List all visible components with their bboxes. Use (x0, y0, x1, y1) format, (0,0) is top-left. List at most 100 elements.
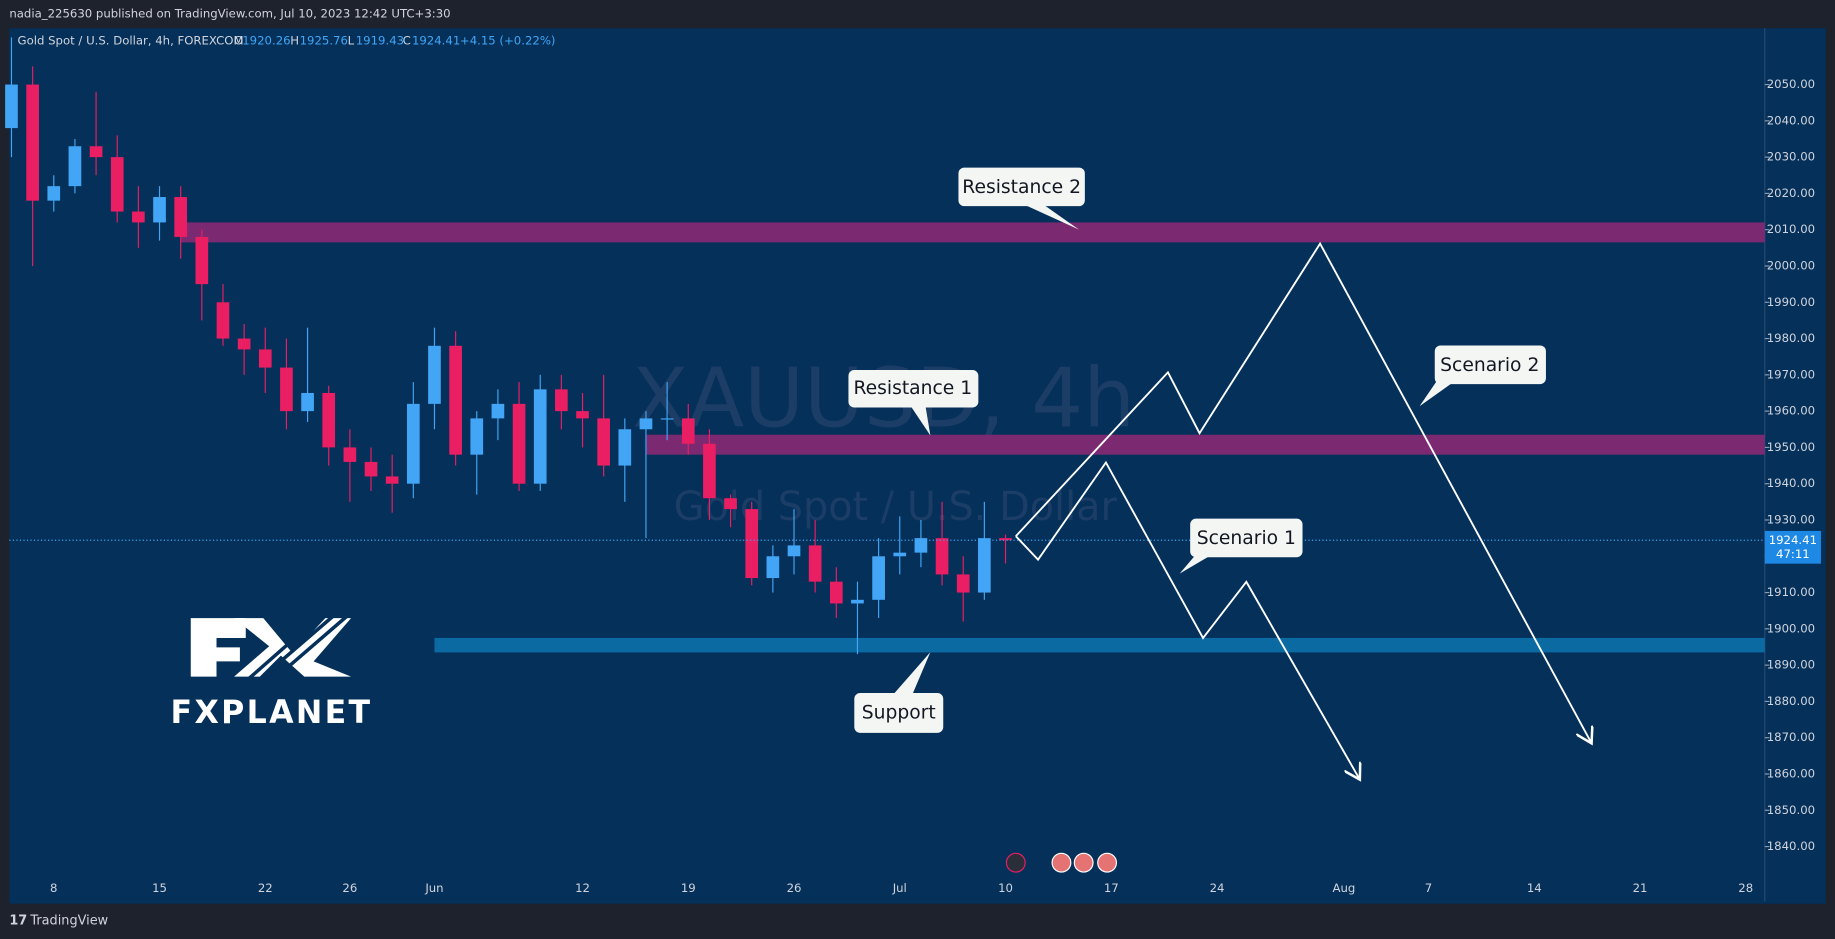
candle-body (132, 211, 145, 223)
candle-body (258, 349, 272, 368)
y-tick-label: 2010.00 (1767, 222, 1815, 236)
candle-body (322, 392, 336, 448)
x-tick-label: 21 (1633, 881, 1648, 895)
candle-body (597, 418, 611, 466)
candle-body (999, 538, 1012, 541)
callout: Resistance 1 (848, 370, 979, 436)
y-tick-label: 1880.00 (1767, 694, 1815, 708)
candle-body (406, 403, 420, 484)
y-tick-label: 1950.00 (1767, 440, 1815, 454)
y-tick-label: 2000.00 (1767, 258, 1815, 272)
candle-body (449, 345, 462, 455)
x-tick-label: 10 (998, 881, 1013, 895)
candle-body (280, 367, 293, 412)
candle-body (660, 418, 674, 420)
y-tick-label: 1900.00 (1767, 621, 1815, 635)
y-tick-label: 1970.00 (1767, 367, 1815, 381)
x-tick-label: 26 (342, 881, 357, 895)
legend-open: 1920.26 (242, 34, 290, 48)
callout: Support (854, 652, 944, 733)
x-tick-label: 26 (787, 881, 802, 895)
y-tick-label: 1890.00 (1767, 658, 1815, 672)
legend-h: H (290, 34, 299, 48)
candle-body (110, 157, 124, 212)
watermark-sub: Gold Spot / U.S. Dollar (674, 484, 1118, 530)
y-tick-label: 1990.00 (1767, 295, 1815, 309)
logo-text: FXPLANET (171, 695, 373, 731)
price-tag-label: 1924.41 (1769, 533, 1817, 547)
x-tick-label: 8 (50, 881, 57, 895)
zone (645, 434, 1765, 455)
candle-body (364, 461, 378, 477)
candle-body (893, 552, 907, 557)
candle-body (555, 389, 568, 412)
y-tick-label: 2020.00 (1767, 186, 1815, 200)
x-tick-label: 22 (258, 881, 273, 895)
candle-body (851, 599, 864, 604)
legend-title: Gold Spot / U.S. Dollar, 4h, FOREXCOM (18, 34, 244, 48)
candle-body (639, 418, 653, 430)
legend-close: 1924.41 (412, 34, 460, 48)
price-tag (1764, 530, 1821, 564)
candle-body (808, 545, 822, 582)
callout-label: Scenario 1 (1197, 528, 1296, 549)
y-tick-label: 1980.00 (1767, 331, 1815, 345)
candle-body (174, 197, 188, 237)
candle-body (385, 476, 399, 484)
legend-o: O (234, 34, 243, 48)
candle-body (470, 418, 484, 455)
legend-change: +4.15 (+0.22%) (460, 34, 556, 48)
y-tick-label: 1840.00 (1767, 839, 1815, 853)
candle-body (956, 574, 970, 593)
zone (180, 222, 1765, 243)
legend-low: 1919.43 (356, 34, 404, 48)
callout: Scenario 1 (1179, 518, 1303, 574)
candle-body (745, 509, 759, 579)
candle-body (512, 403, 526, 484)
x-tick-label: 7 (1425, 881, 1432, 895)
candle-body (237, 338, 251, 350)
x-tick-label: Jul (892, 881, 907, 895)
y-tick-label: 1860.00 (1767, 766, 1815, 780)
y-tick-label: 1910.00 (1767, 585, 1815, 599)
candle-body (681, 418, 695, 444)
scenario-1-path (1015, 460, 1360, 779)
candle-body (491, 403, 505, 419)
candle-body (914, 538, 928, 553)
legend-l: L (348, 34, 355, 48)
x-tick-label: 28 (1738, 881, 1753, 895)
x-tick-label: 12 (575, 881, 590, 895)
x-tick-label: 15 (152, 881, 167, 895)
x-tick-label: 19 (681, 881, 696, 895)
candle-body (618, 429, 632, 466)
candle-body (153, 197, 166, 223)
candle-body (724, 498, 737, 510)
event-icons (1005, 852, 1118, 873)
y-tick-label: 1960.00 (1767, 404, 1815, 418)
candle-body (533, 389, 547, 484)
footer: TradingView (29, 914, 108, 929)
footer-icon: 17 (9, 914, 27, 929)
candle-body (301, 392, 314, 412)
candle-body (935, 538, 949, 575)
candle-body (47, 186, 61, 201)
callout-label: Resistance 1 (853, 378, 972, 399)
candle-body (428, 345, 441, 404)
x-tick-label: 17 (1104, 881, 1119, 895)
y-tick-label: 1850.00 (1767, 803, 1815, 817)
candle-body (195, 236, 209, 285)
price-axis (1764, 28, 1826, 904)
callout-label: Resistance 2 (962, 177, 1081, 198)
candle-body (703, 443, 716, 499)
y-tick-label: 1870.00 (1767, 730, 1815, 744)
y-tick-label: 1940.00 (1767, 476, 1815, 490)
candle-body (216, 302, 230, 339)
candle-body (829, 581, 843, 604)
plot-bg (9, 28, 1826, 904)
candle-body (872, 556, 885, 600)
x-tick-label: 24 (1210, 881, 1225, 895)
x-tick-label: Aug (1332, 881, 1355, 895)
candle-body (89, 146, 103, 158)
